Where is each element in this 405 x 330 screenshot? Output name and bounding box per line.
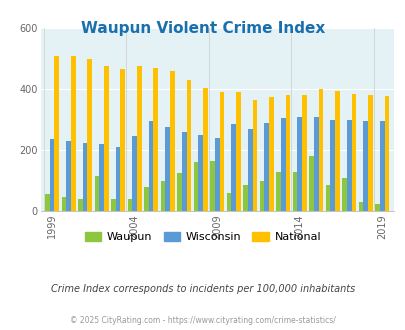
Text: Waupun Violent Crime Index: Waupun Violent Crime Index [81, 21, 324, 36]
Bar [264, 123, 269, 211]
Bar [285, 95, 290, 211]
Bar [78, 199, 83, 211]
Bar [181, 132, 186, 211]
Bar [132, 136, 136, 211]
Bar [149, 121, 153, 211]
Bar [259, 181, 264, 211]
Bar [351, 94, 355, 211]
Text: © 2025 CityRating.com - https://www.cityrating.com/crime-statistics/: © 2025 CityRating.com - https://www.city… [70, 315, 335, 325]
Bar [280, 118, 285, 211]
Bar [177, 173, 181, 211]
Bar [186, 80, 191, 211]
Bar [170, 71, 174, 211]
Bar [374, 204, 379, 211]
Bar [120, 69, 125, 211]
Bar [219, 92, 224, 211]
Bar [45, 194, 50, 211]
Bar [367, 95, 372, 211]
Bar [313, 116, 318, 211]
Bar [153, 68, 158, 211]
Bar [252, 100, 256, 211]
Text: Crime Index corresponds to incidents per 100,000 inhabitants: Crime Index corresponds to incidents per… [51, 284, 354, 294]
Bar [226, 193, 231, 211]
Bar [99, 144, 104, 211]
Legend: Waupun, Wisconsin, National: Waupun, Wisconsin, National [80, 228, 325, 247]
Bar [384, 96, 388, 211]
Bar [202, 87, 207, 211]
Bar [346, 120, 351, 211]
Bar [94, 176, 99, 211]
Bar [62, 197, 66, 211]
Bar [358, 202, 362, 211]
Bar [66, 141, 71, 211]
Bar [111, 199, 115, 211]
Bar [330, 120, 334, 211]
Bar [165, 127, 170, 211]
Bar [198, 135, 202, 211]
Bar [235, 92, 240, 211]
Bar [276, 172, 280, 211]
Bar [309, 156, 313, 211]
Bar [292, 172, 297, 211]
Bar [50, 140, 54, 211]
Bar [87, 59, 92, 211]
Bar [318, 89, 322, 211]
Bar [334, 91, 339, 211]
Bar [160, 181, 165, 211]
Bar [83, 143, 87, 211]
Bar [214, 138, 219, 211]
Bar [269, 97, 273, 211]
Bar [193, 162, 198, 211]
Bar [144, 187, 149, 211]
Bar [231, 124, 235, 211]
Bar [128, 199, 132, 211]
Bar [115, 147, 120, 211]
Bar [362, 121, 367, 211]
Bar [301, 95, 306, 211]
Bar [341, 178, 346, 211]
Bar [325, 185, 330, 211]
Bar [379, 121, 384, 211]
Bar [243, 185, 247, 211]
Bar [54, 55, 59, 211]
Bar [104, 66, 108, 211]
Bar [136, 66, 141, 211]
Bar [210, 161, 214, 211]
Bar [71, 55, 75, 211]
Bar [297, 116, 301, 211]
Bar [247, 129, 252, 211]
